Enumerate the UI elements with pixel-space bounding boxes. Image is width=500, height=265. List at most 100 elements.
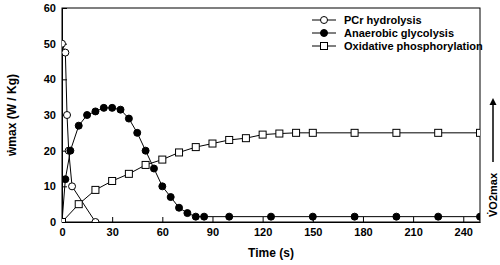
x-tick-label: 30	[107, 226, 119, 238]
series-marker	[92, 186, 99, 193]
x-tick: 240	[455, 217, 473, 238]
series-marker	[393, 213, 400, 220]
x-tick-label: 210	[404, 226, 422, 238]
series-marker	[176, 149, 183, 156]
x-tick-label: 0	[59, 226, 65, 238]
x-tick: 90	[207, 217, 219, 238]
y-tick-label: 0	[50, 216, 56, 228]
x-tick-mark	[212, 217, 213, 222]
x-axis-title: Time (s)	[248, 246, 294, 260]
series-marker	[242, 135, 249, 142]
legend-label: Anaerobic glycolysis	[344, 27, 454, 39]
x-axis-line	[63, 222, 481, 223]
series-marker	[226, 136, 233, 143]
series-marker	[477, 213, 481, 220]
series-marker	[100, 104, 107, 111]
series-marker	[159, 156, 166, 163]
series-marker	[201, 213, 208, 220]
x-tick: 180	[354, 217, 372, 238]
series-marker	[62, 219, 66, 223]
x-tick-label: 150	[304, 226, 322, 238]
y-tick: 20	[44, 145, 67, 157]
legend-label: Oxidative phosphorylation	[344, 40, 483, 52]
y-tick-label: 20	[44, 145, 56, 157]
series-marker	[109, 104, 116, 111]
series-marker	[134, 129, 141, 136]
series-marker	[226, 213, 233, 220]
y-tick-label: 50	[44, 38, 56, 50]
y-tick-label: 10	[44, 180, 56, 192]
series-marker	[159, 183, 166, 190]
y-tick-label: 30	[44, 109, 56, 121]
x-tick-label: 120	[254, 226, 272, 238]
x-tick-mark	[413, 217, 414, 222]
x-tick-mark	[162, 217, 163, 222]
series-line	[62, 108, 480, 222]
series-marker	[167, 194, 174, 201]
y-tick-label: 60	[44, 2, 56, 14]
y-axis-title: ẇmax (W / Kg)	[5, 74, 19, 157]
x-tick: 60	[157, 217, 169, 238]
series-marker	[276, 130, 283, 137]
series-marker	[125, 115, 132, 122]
annotation: V̇O2max	[487, 172, 499, 217]
series-marker	[309, 129, 316, 136]
x-tick-label: 90	[207, 226, 219, 238]
series-marker	[62, 219, 66, 223]
series-marker	[435, 213, 442, 220]
y-tick-mark	[62, 222, 67, 223]
arrow-head	[490, 98, 497, 105]
series-marker	[125, 170, 132, 177]
series-marker	[393, 129, 400, 136]
x-tick: 210	[404, 217, 422, 238]
series-marker	[92, 108, 99, 115]
series-marker	[477, 129, 481, 136]
series-marker	[351, 129, 358, 136]
y-tick: 0	[50, 216, 67, 228]
series-marker	[142, 147, 149, 154]
series-marker	[150, 165, 157, 172]
annotation-arrow	[490, 98, 497, 162]
x-tick-label: 60	[157, 226, 169, 238]
series-marker	[117, 106, 124, 113]
series-marker	[75, 122, 82, 129]
series-marker	[64, 112, 71, 119]
y-tick: 60	[44, 2, 67, 14]
x-tick-mark	[463, 217, 464, 222]
x-tick-mark	[112, 217, 113, 222]
series-marker	[184, 210, 191, 217]
legend-marker	[321, 43, 328, 50]
series-marker	[309, 213, 316, 220]
x-tick-label: 180	[354, 226, 372, 238]
series-marker	[67, 147, 74, 154]
y-tick-mark	[62, 8, 67, 9]
series-marker	[109, 177, 116, 184]
series-marker	[69, 183, 76, 190]
series-line	[62, 44, 95, 222]
series-marker	[192, 144, 199, 151]
y-tick: 40	[44, 73, 67, 85]
series-marker	[92, 219, 99, 223]
series-marker	[62, 49, 69, 56]
series-marker	[293, 129, 300, 136]
arrow-shaft	[492, 104, 494, 162]
x-tick: 30	[107, 217, 119, 238]
x-tick-mark	[363, 217, 364, 222]
marks	[62, 40, 480, 222]
series-marker	[142, 161, 149, 168]
series-marker	[192, 213, 199, 220]
legend: PCr hydrolysisAnaerobic glycolysisOxidat…	[312, 14, 483, 52]
series-marker	[75, 201, 82, 208]
y-tick-label: 40	[44, 73, 56, 85]
series-marker	[84, 112, 91, 119]
x-tick-label: 240	[455, 226, 473, 238]
series-marker	[268, 213, 275, 220]
series-marker	[62, 176, 69, 183]
legend-label: PCr hydrolysis	[344, 14, 422, 26]
legend-marker	[321, 17, 328, 24]
x-tick-mark	[263, 217, 264, 222]
series-marker	[435, 129, 442, 136]
series-marker	[351, 213, 358, 220]
series-marker	[176, 204, 183, 211]
series-marker	[259, 131, 266, 138]
